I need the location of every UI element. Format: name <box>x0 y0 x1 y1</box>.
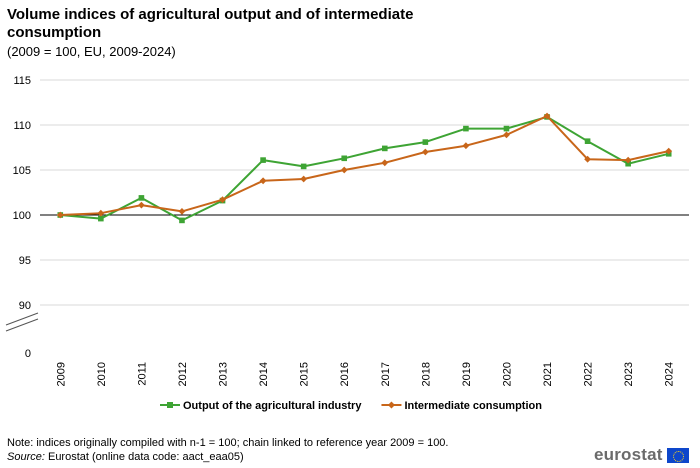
data-point <box>624 156 632 164</box>
data-point <box>56 211 64 219</box>
chart-title: Volume indices of agricultural output an… <box>7 6 414 41</box>
footnote: Note: indices originally compiled with n… <box>7 437 449 449</box>
data-point <box>503 125 510 132</box>
data-point <box>98 215 104 222</box>
x-tick-label: 2014 <box>258 362 270 386</box>
axis-break-mark <box>5 312 39 326</box>
y-tick-label: 0 <box>25 348 31 360</box>
y-tick-label: 115 <box>13 75 31 87</box>
x-tick-label: 2016 <box>339 362 351 386</box>
x-tick-label: 2018 <box>420 362 432 386</box>
x-tick-label: 2023 <box>623 362 635 386</box>
x-tick-label: 2019 <box>461 362 473 386</box>
data-point <box>300 175 308 183</box>
logo-text: eurostat <box>594 445 663 464</box>
eurostat-logo[interactable]: eurostat <box>594 445 689 464</box>
y-tick-label: 100 <box>13 210 31 222</box>
x-tick-label: 2022 <box>583 362 595 386</box>
source-text: Eurostat (online data code: aact_eaa05) <box>44 451 244 463</box>
y-tick-label: 90 <box>19 300 31 312</box>
data-point <box>584 155 591 163</box>
data-point <box>462 142 470 150</box>
data-point <box>340 166 348 174</box>
data-point <box>625 160 631 167</box>
x-tick-label: 2010 <box>96 362 108 386</box>
data-point <box>259 177 267 185</box>
series-line-0 <box>60 115 669 222</box>
x-tick-label: 2024 <box>664 362 676 386</box>
legend-label: Intermediate consumption <box>404 400 542 412</box>
data-point <box>543 112 551 120</box>
x-tick-label: 2021 <box>542 362 554 386</box>
y-tick-label: 110 <box>13 120 31 132</box>
data-point <box>381 145 388 152</box>
data-point <box>341 155 348 162</box>
axis-break-mark <box>5 318 39 332</box>
x-tick-label: 2017 <box>380 362 392 386</box>
x-tick-label: 2009 <box>55 362 67 386</box>
x-tick-label: 2012 <box>177 362 189 386</box>
data-point <box>503 131 510 139</box>
legend-marker <box>167 402 173 408</box>
data-point <box>219 196 226 204</box>
chart-subtitle: (2009 = 100, EU, 2009-2024) <box>7 44 176 59</box>
data-point <box>422 139 429 145</box>
data-point <box>178 208 186 215</box>
line-chart: 0 90 95 100 105 110 115 2009 2010 2011 2012 2013 201… <box>5 75 689 412</box>
data-point <box>381 159 389 167</box>
x-tick-label: 2020 <box>501 362 513 386</box>
y-tick-label: 105 <box>13 165 31 177</box>
legend-marker <box>387 401 395 409</box>
series-line-1 <box>60 115 669 216</box>
eu-flag-icon <box>666 447 689 463</box>
data-point <box>665 147 673 155</box>
x-tick-label: 2013 <box>218 362 230 386</box>
legend-label: Output of the agricultural industry <box>183 400 362 412</box>
data-point <box>421 148 429 156</box>
data-point <box>179 217 185 224</box>
data-point <box>300 163 307 170</box>
source-label: Source: <box>7 451 45 463</box>
data-point <box>97 209 105 217</box>
x-tick-label: 2015 <box>299 362 311 386</box>
data-point <box>260 157 266 163</box>
data-point <box>138 201 145 209</box>
data-point <box>138 195 145 201</box>
y-tick-label: 95 <box>19 255 31 267</box>
x-tick-label: 2011 <box>136 362 148 386</box>
source-line: Source: Eurostat (online data code: aact… <box>7 450 244 464</box>
data-point <box>584 138 591 144</box>
data-point <box>463 125 469 132</box>
